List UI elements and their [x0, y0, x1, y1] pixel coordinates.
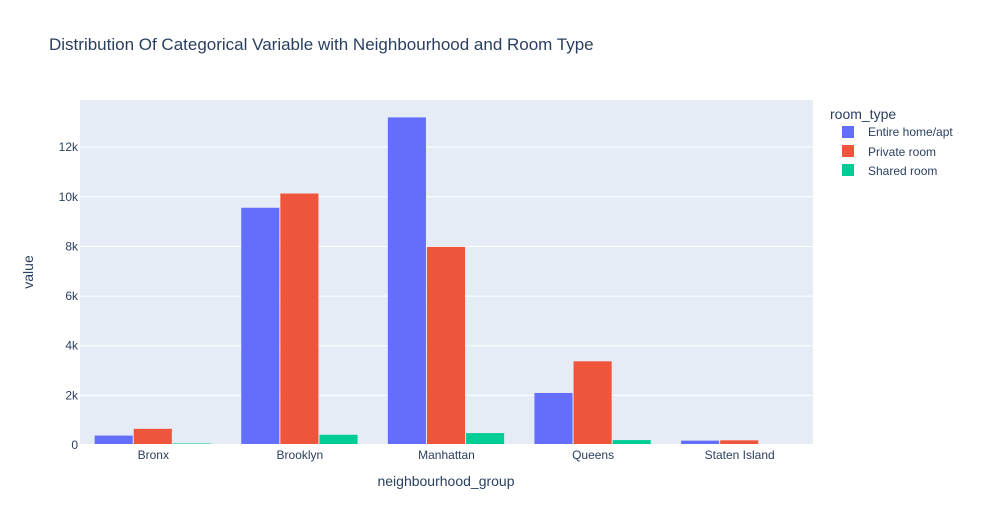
x-tick-label: Manhattan	[418, 448, 475, 462]
y-tick-label: 10k	[59, 190, 79, 204]
bar[interactable]	[387, 117, 426, 445]
legend-item-entire-home[interactable]: Entire home/apt	[842, 125, 953, 139]
bar[interactable]	[241, 207, 280, 445]
bar[interactable]	[612, 440, 651, 445]
legend: room_type Entire home/apt Private room S…	[830, 106, 953, 178]
y-axis-title: value	[20, 255, 36, 289]
y-tick-label: 2k	[65, 388, 79, 402]
y-tick-label: 4k	[65, 339, 79, 353]
bars	[80, 117, 813, 446]
legend-swatch	[842, 145, 854, 157]
x-tick-label: Bronx	[138, 448, 169, 462]
chart-title: Distribution Of Categorical Variable wit…	[49, 35, 594, 54]
bar[interactable]	[280, 193, 319, 445]
legend-label: Private room	[868, 145, 936, 159]
x-axis-title: neighbourhood_group	[377, 473, 514, 489]
y-tick-label: 8k	[65, 239, 79, 253]
x-tick-label: Staten Island	[705, 448, 775, 462]
x-tick-labels: Bronx Brooklyn Manhattan Queens Staten Islan…	[138, 448, 775, 462]
legend-item-private-room[interactable]: Private room	[842, 145, 936, 159]
y-tick-label: 6k	[65, 289, 79, 303]
bar[interactable]	[573, 361, 612, 445]
y-tick-label: 0	[71, 438, 78, 452]
bar[interactable]	[426, 246, 466, 445]
bar[interactable]	[681, 440, 720, 445]
bar[interactable]	[133, 428, 172, 445]
bar[interactable]	[720, 440, 759, 445]
x-tick-label: Queens	[572, 448, 614, 462]
bar[interactable]	[466, 433, 505, 445]
legend-label: Entire home/apt	[868, 125, 953, 139]
legend-title: room_type	[830, 106, 896, 122]
legend-item-shared-room[interactable]: Shared room	[842, 164, 937, 178]
bar[interactable]	[94, 435, 133, 445]
legend-label: Shared room	[868, 164, 937, 178]
x-tick-label: Brooklyn	[277, 448, 324, 462]
bar[interactable]	[534, 392, 573, 445]
y-tick-label: 12k	[59, 140, 79, 154]
bar[interactable]	[319, 434, 358, 445]
legend-swatch	[842, 126, 854, 138]
legend-swatch	[842, 164, 854, 176]
y-tick-labels: 0 2k 4k 6k 8k 10k 12k	[59, 140, 79, 452]
